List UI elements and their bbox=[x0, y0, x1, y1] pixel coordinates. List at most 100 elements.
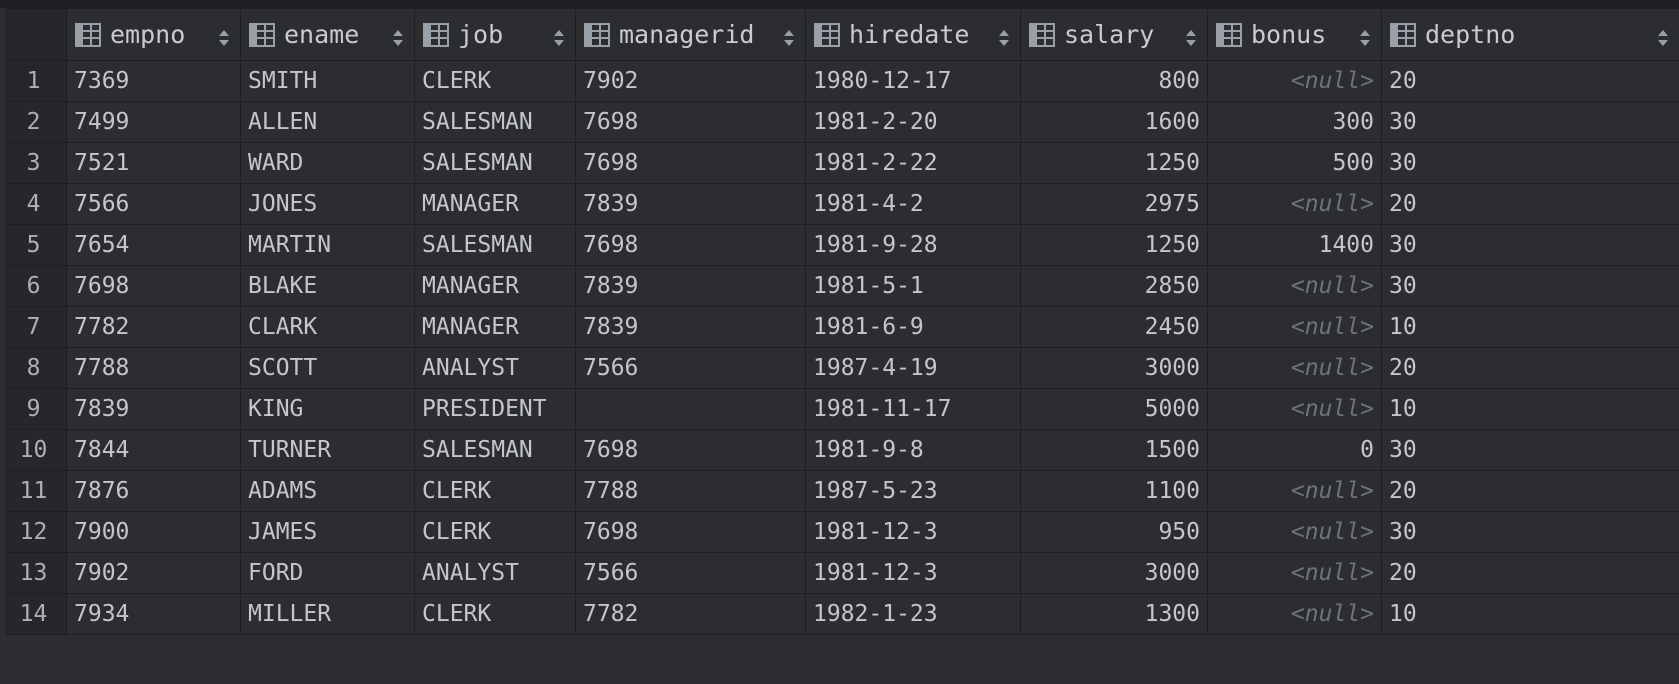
cell-ename[interactable]: JAMES bbox=[240, 511, 415, 553]
row-number[interactable]: 7 bbox=[6, 306, 67, 348]
cell-bonus[interactable]: 300 bbox=[1207, 101, 1382, 143]
cell-hiredate[interactable]: 1981-9-8 bbox=[805, 429, 1021, 471]
cell-job[interactable]: SALESMAN bbox=[414, 142, 576, 184]
cell-empno[interactable]: 7782 bbox=[66, 306, 241, 348]
cell-job[interactable]: MANAGER bbox=[414, 265, 576, 307]
cell-ename[interactable]: KING bbox=[240, 388, 415, 430]
cell-bonus[interactable]: <null> bbox=[1207, 306, 1382, 348]
cell-salary[interactable]: 1300 bbox=[1020, 593, 1208, 635]
cell-hiredate[interactable]: 1981-12-3 bbox=[805, 511, 1021, 553]
row-number[interactable]: 8 bbox=[6, 347, 67, 389]
cell-managerid[interactable]: 7839 bbox=[575, 183, 806, 225]
cell-empno[interactable]: 7902 bbox=[66, 552, 241, 594]
row-number[interactable]: 4 bbox=[6, 183, 67, 225]
cell-empno[interactable]: 7566 bbox=[66, 183, 241, 225]
cell-managerid[interactable]: 7698 bbox=[575, 142, 806, 184]
sort-arrows-icon[interactable] bbox=[783, 25, 795, 46]
cell-salary[interactable]: 950 bbox=[1020, 511, 1208, 553]
row-number[interactable]: 14 bbox=[6, 593, 67, 635]
table-row[interactable]: 5 7654 MARTIN SALESMAN 7698 1981-9-28 1250 1400… bbox=[6, 224, 1679, 266]
cell-hiredate[interactable]: 1981-6-9 bbox=[805, 306, 1021, 348]
table-row[interactable]: 13 7902 FORD ANALYST 7566 1981-12-3 3000 <null>… bbox=[6, 552, 1679, 594]
column-header-ename[interactable]: ename bbox=[240, 8, 415, 61]
cell-hiredate[interactable]: 1981-2-22 bbox=[805, 142, 1021, 184]
cell-managerid[interactable]: 7839 bbox=[575, 306, 806, 348]
cell-hiredate[interactable]: 1987-5-23 bbox=[805, 470, 1021, 512]
cell-ename[interactable]: FORD bbox=[240, 552, 415, 594]
cell-bonus[interactable]: <null> bbox=[1207, 183, 1382, 225]
cell-hiredate[interactable]: 1981-12-3 bbox=[805, 552, 1021, 594]
cell-deptno[interactable]: 10 bbox=[1381, 388, 1679, 430]
cell-salary[interactable]: 1500 bbox=[1020, 429, 1208, 471]
table-row[interactable]: 14 7934 MILLER CLERK 7782 1982-1-23 1300 <null>… bbox=[6, 593, 1679, 635]
table-row[interactable]: 1 7369 SMITH CLERK 7902 1980-12-17 800 <null> 20 bbox=[6, 60, 1679, 102]
cell-deptno[interactable]: 30 bbox=[1381, 429, 1679, 471]
cell-deptno[interactable]: 20 bbox=[1381, 183, 1679, 225]
cell-bonus[interactable]: <null> bbox=[1207, 511, 1382, 553]
cell-empno[interactable]: 7369 bbox=[66, 60, 241, 102]
cell-managerid[interactable]: 7698 bbox=[575, 224, 806, 266]
cell-ename[interactable]: SCOTT bbox=[240, 347, 415, 389]
cell-job[interactable]: ANALYST bbox=[414, 552, 576, 594]
cell-deptno[interactable]: 10 bbox=[1381, 306, 1679, 348]
cell-bonus[interactable]: 500 bbox=[1207, 142, 1382, 184]
sort-arrows-icon[interactable] bbox=[1359, 25, 1371, 46]
cell-job[interactable]: SALESMAN bbox=[414, 224, 576, 266]
cell-empno[interactable]: 7499 bbox=[66, 101, 241, 143]
cell-bonus[interactable]: <null> bbox=[1207, 552, 1382, 594]
cell-bonus[interactable]: <null> bbox=[1207, 388, 1382, 430]
cell-job[interactable]: CLERK bbox=[414, 511, 576, 553]
cell-managerid[interactable]: 7566 bbox=[575, 552, 806, 594]
row-number[interactable]: 6 bbox=[6, 265, 67, 307]
table-row[interactable]: 7 7782 CLARK MANAGER 7839 1981-6-9 2450 <null> 1… bbox=[6, 306, 1679, 348]
cell-salary[interactable]: 2850 bbox=[1020, 265, 1208, 307]
cell-managerid[interactable]: 7839 bbox=[575, 265, 806, 307]
row-number[interactable]: 2 bbox=[6, 101, 67, 143]
table-row[interactable]: 9 7839 KING PRESIDENT 1981-11-17 5000 <null> 10 bbox=[6, 388, 1679, 430]
cell-job[interactable]: MANAGER bbox=[414, 183, 576, 225]
cell-hiredate[interactable]: 1980-12-17 bbox=[805, 60, 1021, 102]
cell-job[interactable]: SALESMAN bbox=[414, 429, 576, 471]
cell-salary[interactable]: 2975 bbox=[1020, 183, 1208, 225]
cell-salary[interactable]: 5000 bbox=[1020, 388, 1208, 430]
cell-ename[interactable]: BLAKE bbox=[240, 265, 415, 307]
table-row[interactable]: 3 7521 WARD SALESMAN 7698 1981-2-22 1250 500 30 bbox=[6, 142, 1679, 184]
cell-deptno[interactable]: 20 bbox=[1381, 347, 1679, 389]
cell-ename[interactable]: TURNER bbox=[240, 429, 415, 471]
cell-deptno[interactable]: 20 bbox=[1381, 60, 1679, 102]
cell-bonus[interactable]: <null> bbox=[1207, 347, 1382, 389]
cell-managerid[interactable] bbox=[575, 388, 806, 430]
table-row[interactable]: 4 7566 JONES MANAGER 7839 1981-4-2 2975 <null> 2… bbox=[6, 183, 1679, 225]
table-row[interactable]: 2 7499 ALLEN SALESMAN 7698 1981-2-20 1600 300 30 bbox=[6, 101, 1679, 143]
cell-managerid[interactable]: 7698 bbox=[575, 101, 806, 143]
cell-deptno[interactable]: 10 bbox=[1381, 593, 1679, 635]
cell-ename[interactable]: SMITH bbox=[240, 60, 415, 102]
cell-bonus[interactable]: 1400 bbox=[1207, 224, 1382, 266]
cell-salary[interactable]: 3000 bbox=[1020, 347, 1208, 389]
column-header-hiredate[interactable]: hiredate bbox=[805, 8, 1021, 61]
cell-hiredate[interactable]: 1981-11-17 bbox=[805, 388, 1021, 430]
cell-deptno[interactable]: 30 bbox=[1381, 224, 1679, 266]
cell-managerid[interactable]: 7698 bbox=[575, 429, 806, 471]
cell-job[interactable]: ANALYST bbox=[414, 347, 576, 389]
sort-arrows-icon[interactable] bbox=[553, 25, 565, 46]
cell-salary[interactable]: 800 bbox=[1020, 60, 1208, 102]
cell-empno[interactable]: 7900 bbox=[66, 511, 241, 553]
cell-job[interactable]: CLERK bbox=[414, 470, 576, 512]
column-header-job[interactable]: job bbox=[414, 8, 576, 61]
row-number[interactable]: 1 bbox=[6, 60, 67, 102]
cell-deptno[interactable]: 30 bbox=[1381, 142, 1679, 184]
cell-empno[interactable]: 7788 bbox=[66, 347, 241, 389]
cell-ename[interactable]: ADAMS bbox=[240, 470, 415, 512]
cell-salary[interactable]: 3000 bbox=[1020, 552, 1208, 594]
cell-salary[interactable]: 1600 bbox=[1020, 101, 1208, 143]
cell-hiredate[interactable]: 1987-4-19 bbox=[805, 347, 1021, 389]
column-header-deptno[interactable]: deptno bbox=[1381, 8, 1679, 61]
cell-ename[interactable]: ALLEN bbox=[240, 101, 415, 143]
cell-job[interactable]: PRESIDENT bbox=[414, 388, 576, 430]
row-number[interactable]: 13 bbox=[6, 552, 67, 594]
row-number[interactable]: 5 bbox=[6, 224, 67, 266]
cell-job[interactable]: MANAGER bbox=[414, 306, 576, 348]
row-number[interactable]: 9 bbox=[6, 388, 67, 430]
cell-salary[interactable]: 1250 bbox=[1020, 142, 1208, 184]
